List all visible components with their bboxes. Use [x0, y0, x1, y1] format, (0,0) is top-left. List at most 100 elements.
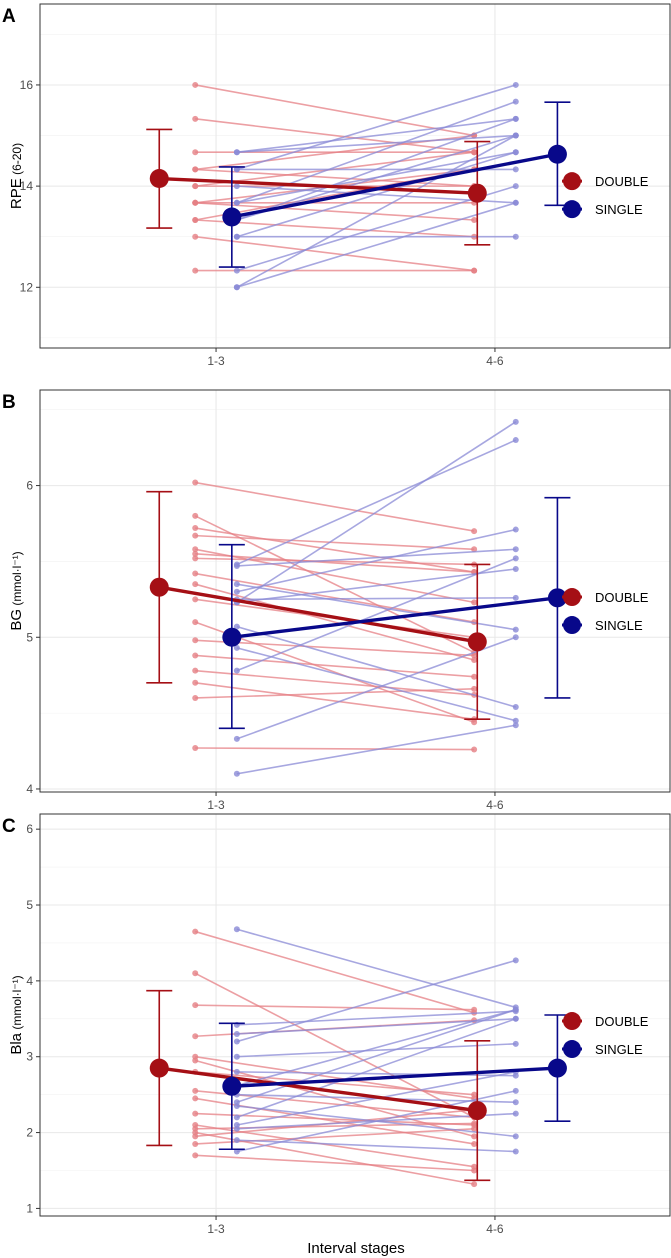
individual-line-single — [236, 1008, 517, 1103]
mean-point-double — [149, 1058, 169, 1078]
y-axis-title-main: Bla — [8, 1032, 25, 1054]
individual-line-single — [236, 1018, 517, 1119]
legend-marker — [563, 200, 581, 219]
individual-line-double — [195, 583, 475, 661]
individual-point-single — [512, 418, 519, 425]
individual-point-double — [192, 745, 199, 752]
legend-label: DOUBLE — [595, 590, 649, 605]
individual-point-single — [233, 588, 240, 595]
individual-point-double — [192, 1002, 199, 1009]
x-tick-label: 4-6 — [486, 798, 504, 812]
individual-point-single — [233, 183, 240, 190]
individual-line-double — [195, 1154, 475, 1172]
individual-point-double — [192, 596, 199, 603]
x-tick-label: 1-3 — [207, 1222, 225, 1236]
individual-line-single — [236, 557, 517, 672]
individual-line-single — [236, 597, 516, 601]
mean-point-single — [547, 144, 567, 164]
x-tick-label: 1-3 — [207, 798, 225, 812]
individual-point-single — [512, 555, 519, 562]
individual-point-single — [512, 183, 519, 190]
individual-point-single — [512, 132, 519, 139]
individual-line-single — [236, 1043, 516, 1058]
individual-point-double — [192, 1087, 199, 1094]
legend-item-single: SINGLE — [562, 616, 643, 635]
legend-marker — [563, 588, 581, 607]
individual-line-single — [236, 928, 516, 1009]
legend-label: SINGLE — [595, 618, 643, 633]
mean-point-single — [222, 627, 242, 647]
y-axis-title: Bla (mmol·l⁻¹) — [8, 975, 25, 1054]
individual-point-double — [192, 637, 199, 644]
legend-label: SINGLE — [595, 202, 643, 217]
individual-point-single — [512, 81, 519, 88]
individual-line-single — [236, 439, 517, 566]
legend-label: DOUBLE — [595, 174, 649, 189]
mean-point-double — [467, 183, 487, 203]
legend-marker — [563, 616, 581, 635]
individual-line-single — [236, 134, 516, 154]
individual-point-single — [233, 1030, 240, 1037]
individual-point-single — [512, 957, 519, 964]
individual-point-double — [471, 1006, 478, 1013]
individual-line-single — [236, 1010, 516, 1026]
y-tick-label: 5 — [26, 898, 33, 912]
individual-point-double — [471, 599, 478, 606]
individual-point-double — [192, 267, 199, 274]
mean-line-double — [159, 1066, 478, 1113]
mean-point-single — [222, 1076, 242, 1096]
individual-line-double — [195, 654, 475, 678]
mean-point-single — [222, 207, 242, 227]
individual-line-double — [195, 527, 475, 573]
individual-line-double — [195, 235, 475, 272]
individual-point-single — [233, 1125, 240, 1132]
individual-point-double — [192, 525, 199, 532]
individual-point-single — [233, 233, 240, 240]
individual-point-double — [471, 1181, 478, 1188]
x-tick-label: 4-6 — [486, 354, 504, 368]
mean-point-single — [547, 588, 567, 608]
individual-line-single — [236, 647, 516, 722]
individual-line-double — [194, 621, 475, 723]
y-axis-title: RPE (6-20) — [8, 143, 25, 209]
individual-point-single — [233, 149, 240, 156]
x-tick-label: 4-6 — [486, 1222, 504, 1236]
individual-line-single — [236, 202, 517, 289]
individual-point-double — [192, 149, 199, 156]
individual-point-double — [192, 928, 199, 935]
individual-point-double — [192, 1033, 199, 1040]
individual-line-single — [236, 959, 516, 1043]
individual-point-single — [512, 546, 519, 553]
panel-a: 12 14 16 1-3 4-6 RPE (6-20) A DOUBLE SINGLE — [2, 3, 671, 368]
individual-point-single — [233, 770, 240, 777]
mean-line-single — [231, 1066, 558, 1088]
individual-point-single — [512, 1110, 519, 1117]
individual-point-double — [192, 199, 199, 206]
individual-point-double — [471, 685, 478, 692]
panel-border — [39, 813, 671, 1217]
mean-point-double — [149, 577, 169, 597]
individual-point-double — [192, 619, 199, 626]
individual-point-single — [233, 1137, 240, 1144]
individual-point-double — [192, 1152, 199, 1159]
individual-point-single — [512, 704, 519, 711]
individual-point-single — [512, 526, 519, 533]
individual-point-double — [471, 217, 478, 224]
individual-line-double — [195, 639, 475, 657]
individual-point-single — [512, 115, 519, 122]
individual-point-double — [192, 115, 199, 122]
individual-point-single — [512, 717, 519, 724]
individual-line-double — [195, 1127, 475, 1145]
y-tick-label: 5 — [26, 630, 33, 644]
individual-point-double — [471, 746, 478, 753]
individual-line-single — [236, 528, 516, 593]
individual-point-single — [233, 166, 240, 173]
y-tick-label: 14 — [20, 179, 34, 193]
individual-point-double — [192, 479, 199, 486]
legend-item-single: SINGLE — [562, 200, 643, 219]
individual-point-double — [192, 1057, 199, 1064]
individual-point-single — [233, 562, 240, 569]
legend-item-single: SINGLE — [562, 1040, 643, 1059]
individual-point-double — [471, 1140, 478, 1147]
individual-line-double — [195, 202, 475, 221]
